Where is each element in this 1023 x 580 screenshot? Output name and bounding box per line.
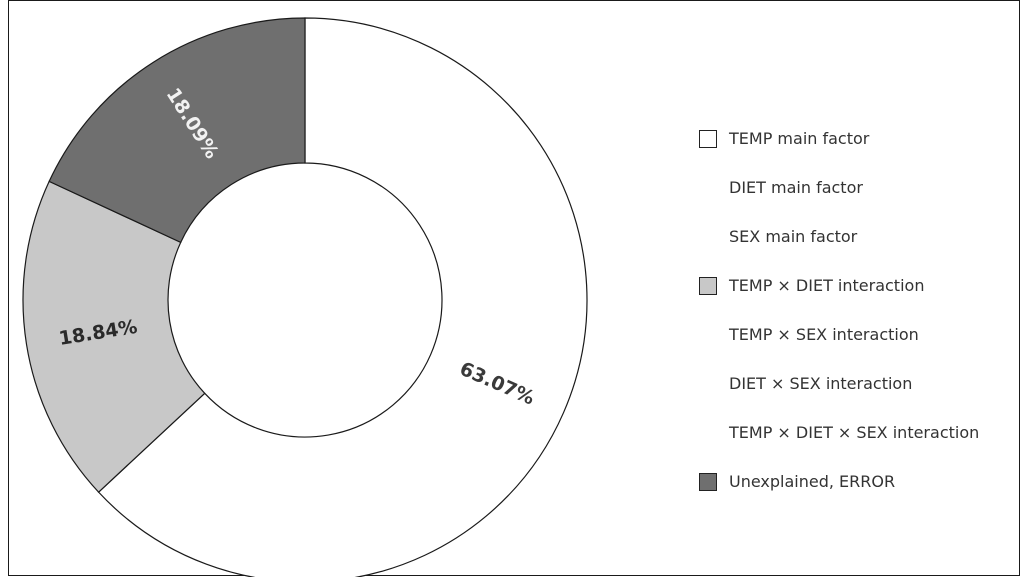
legend-item-temp-sex-interaction: TEMP × SEX interaction <box>699 310 1023 359</box>
legend-swatch <box>699 228 717 246</box>
legend-item-temp-diet-interaction: TEMP × DIET interaction <box>699 261 1023 310</box>
legend: TEMP main factor DIET main factor SEX main… <box>699 114 1023 506</box>
legend-swatch <box>699 179 717 197</box>
legend-label: DIET main factor <box>729 178 863 197</box>
legend-label: Unexplained, ERROR <box>729 472 896 491</box>
legend-swatch <box>699 326 717 344</box>
legend-swatch <box>699 472 717 491</box>
legend-label: SEX main factor <box>729 227 858 246</box>
legend-label: TEMP main factor <box>729 129 870 148</box>
donut-slices <box>22 17 588 577</box>
legend-swatch <box>699 129 717 148</box>
legend-swatch <box>699 424 717 442</box>
legend-item-temp-main-factor: TEMP main factor <box>699 114 1023 163</box>
legend-item-diet-main-factor: DIET main factor <box>699 163 1023 212</box>
legend-item-diet-sex-interaction: DIET × SEX interaction <box>699 359 1023 408</box>
legend-swatch <box>699 276 717 295</box>
legend-label: TEMP × SEX interaction <box>729 325 919 344</box>
legend-label: DIET × SEX interaction <box>729 374 913 393</box>
legend-swatch <box>699 375 717 393</box>
legend-item-temp-diet-sex-interaction: TEMP × DIET × SEX interaction <box>699 408 1023 457</box>
chart-frame: 63.07% 18.84% 18.09% TEMP main factor DIET … <box>8 0 1023 577</box>
donut-chart: 63.07%18.84%18.09% <box>22 17 588 577</box>
legend-label: TEMP × DIET interaction <box>729 276 925 295</box>
legend-label: TEMP × DIET × SEX interaction <box>729 423 980 442</box>
legend-item-sex-main-factor: SEX main factor <box>699 212 1023 261</box>
slice-temp-main-factor <box>97 17 588 577</box>
slice-unexplained-error <box>48 17 306 244</box>
legend-item-unexplained-error: Unexplained, ERROR <box>699 457 1023 506</box>
slice-temp-diet-interaction <box>22 180 206 493</box>
